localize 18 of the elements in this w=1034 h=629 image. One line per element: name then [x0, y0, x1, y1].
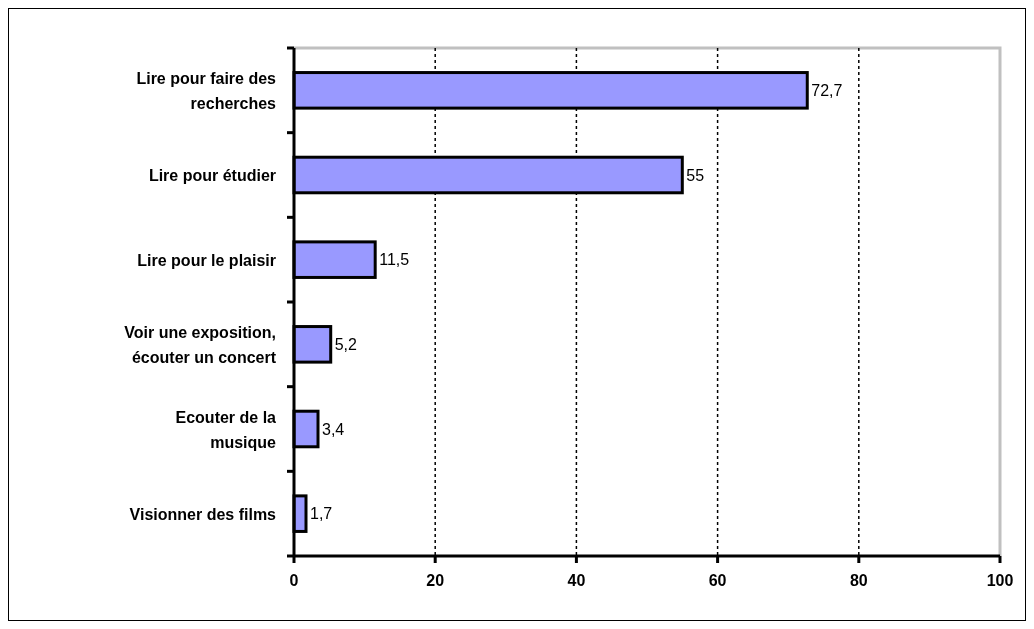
data-label: 11,5: [379, 251, 410, 269]
y-tick-label: Voir une exposition, écouter un concert: [124, 323, 277, 366]
x-tick-label: 0: [289, 572, 299, 589]
y-tick-label: Lire pour étudier: [148, 167, 276, 184]
x-tick-label: 20: [426, 572, 445, 589]
y-tick-label: Visionner des films: [129, 505, 277, 523]
data-label: 55: [686, 166, 705, 184]
x-tick-label: 80: [849, 572, 868, 589]
y-tick-label: Lire pour le plaisir: [137, 251, 276, 269]
x-tick-label: 60: [708, 572, 727, 589]
data-label: 1,7: [310, 505, 333, 523]
data-label: 3,4: [322, 420, 345, 438]
y-tick-label: Lire pour faire des recherches: [136, 69, 277, 112]
data-label: 5,2: [334, 335, 358, 353]
data-label: 72,7: [811, 81, 843, 99]
x-tick-label: 40: [567, 572, 586, 589]
y-tick-label: Ecouter de la musique: [175, 408, 277, 451]
x-tick-label: 100: [986, 572, 1014, 589]
